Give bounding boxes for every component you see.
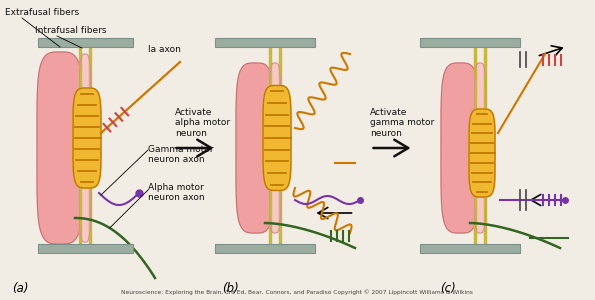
Polygon shape: [269, 63, 281, 233]
FancyBboxPatch shape: [420, 244, 520, 253]
FancyBboxPatch shape: [420, 38, 520, 46]
FancyBboxPatch shape: [37, 38, 133, 46]
Text: (a): (a): [12, 282, 29, 295]
Text: Neuroscience: Exploring the Brain, 3rd Ed, Bear, Connors, and Paradiso Copyright: Neuroscience: Exploring the Brain, 3rd E…: [121, 290, 473, 295]
FancyBboxPatch shape: [37, 244, 133, 253]
Polygon shape: [474, 63, 486, 233]
FancyBboxPatch shape: [215, 244, 315, 253]
Text: (c): (c): [440, 282, 456, 295]
Text: Gamma motor
neuron axon: Gamma motor neuron axon: [148, 145, 214, 164]
Text: Activate
alpha motor
neuron: Activate alpha motor neuron: [175, 108, 230, 138]
Text: Intrafusal fibers: Intrafusal fibers: [35, 26, 107, 35]
Text: Alpha motor
neuron axon: Alpha motor neuron axon: [148, 183, 205, 203]
Text: Ia axon: Ia axon: [148, 45, 181, 54]
Polygon shape: [236, 63, 274, 233]
Text: Extrafusal fibers: Extrafusal fibers: [5, 8, 79, 17]
Polygon shape: [469, 109, 495, 197]
Text: (b): (b): [222, 282, 239, 295]
Polygon shape: [37, 52, 83, 244]
Polygon shape: [441, 63, 479, 233]
Polygon shape: [73, 88, 101, 188]
Polygon shape: [79, 54, 91, 242]
FancyBboxPatch shape: [215, 38, 315, 46]
Text: Activate
gamma motor
neuron: Activate gamma motor neuron: [370, 108, 434, 138]
Polygon shape: [263, 85, 291, 190]
